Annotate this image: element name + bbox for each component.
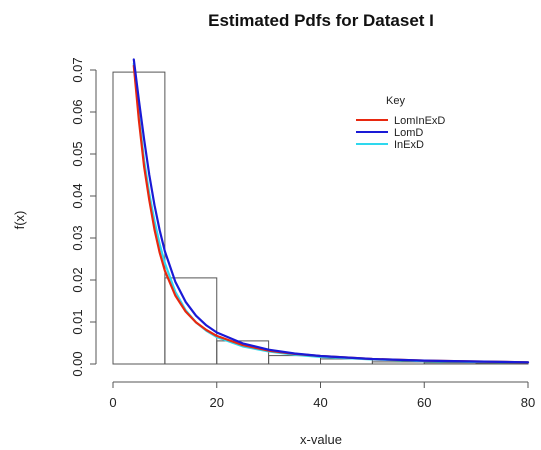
y-tick-label: 0.01 — [70, 309, 85, 334]
histogram-bar — [423, 362, 477, 365]
y-tick-label: 0.03 — [70, 225, 85, 250]
x-tick-label: 60 — [417, 395, 431, 410]
series-line-inexd — [132, 62, 530, 364]
y-tick-label: 0.02 — [70, 267, 85, 292]
legend-title: Key — [386, 95, 405, 107]
histogram — [112, 71, 529, 365]
x-tick-label: 80 — [521, 395, 535, 410]
series-line-lomd — [132, 58, 530, 364]
histogram-bar — [164, 277, 218, 365]
chart-title: Estimated Pdfs for Dataset I — [208, 11, 434, 30]
axes: 0 20 40 60 80 0.00 0.01 0.02 0.03 0.04 0.05 0.06 0.0… — [70, 57, 535, 410]
x-tick-label: 0 — [109, 395, 116, 410]
x-axis-label: x-value — [300, 432, 342, 447]
x-tick-label: 40 — [313, 395, 327, 410]
legend-label-lomd: LomD — [394, 127, 423, 139]
y-tick-label: 0.00 — [70, 351, 85, 376]
y-tick-label: 0.06 — [70, 99, 85, 124]
y-tick-label: 0.07 — [70, 57, 85, 82]
density-curves — [132, 58, 530, 364]
y-axis-label: f(x) — [12, 211, 27, 230]
y-tick-label: 0.04 — [70, 183, 85, 208]
histogram-bar — [371, 361, 425, 365]
series-line-lominexd — [132, 64, 530, 364]
x-tick-label: 20 — [210, 395, 224, 410]
legend-label-inexd: InExD — [394, 139, 424, 151]
histogram-bar — [112, 71, 166, 365]
legend-label-lominexd: LomInExD — [394, 115, 445, 127]
y-tick-label: 0.05 — [70, 141, 85, 166]
